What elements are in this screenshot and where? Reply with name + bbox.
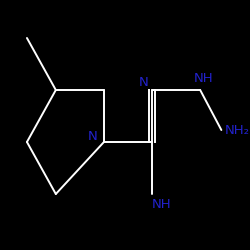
Text: NH: NH	[194, 72, 214, 85]
Text: NH₂: NH₂	[224, 124, 249, 136]
Text: NH: NH	[152, 198, 172, 210]
Text: N: N	[88, 130, 97, 142]
Text: N: N	[138, 76, 148, 88]
